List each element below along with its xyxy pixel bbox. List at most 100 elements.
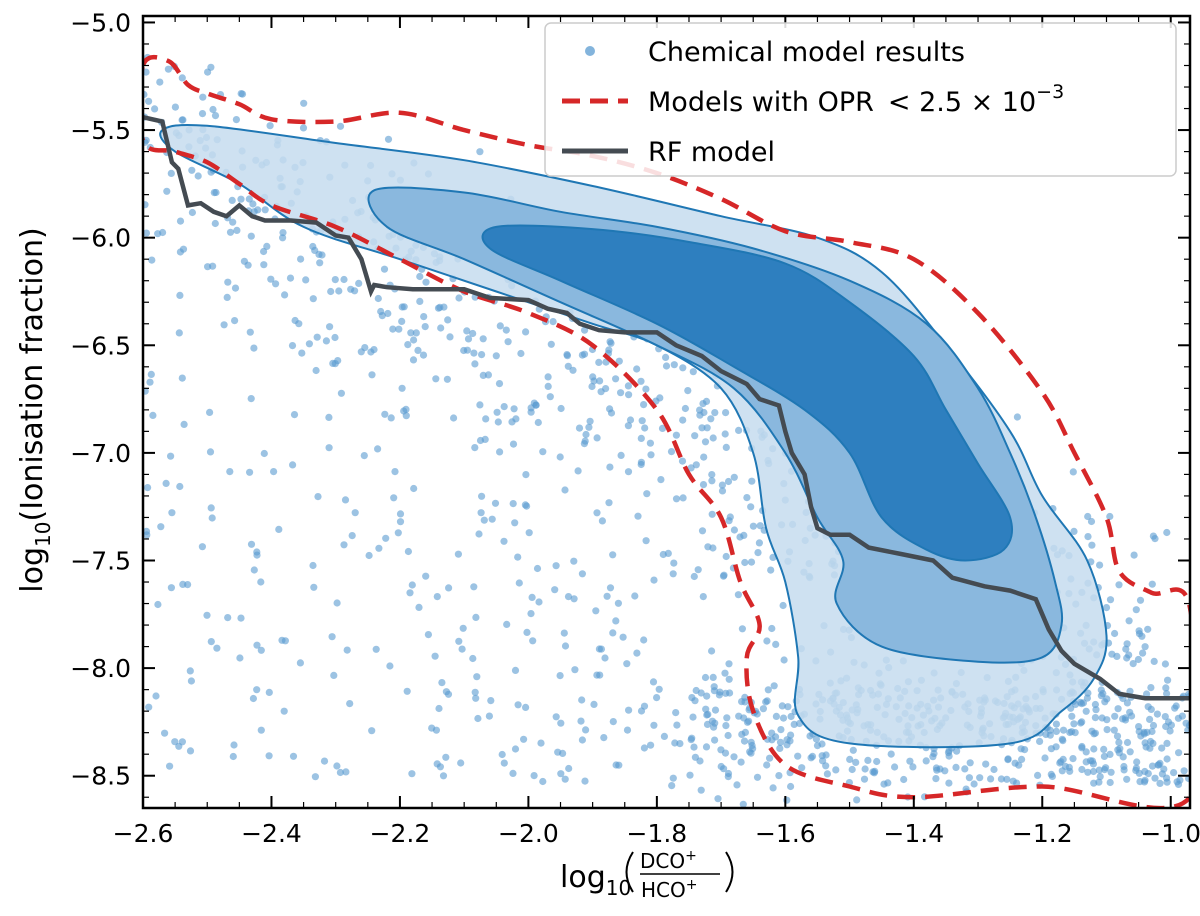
scatter-point [873,757,881,766]
scatter-point [577,717,585,725]
scatter-point [487,697,495,705]
scatter-point [1166,727,1174,735]
scatter-point [368,727,376,735]
scatter-point [585,423,593,431]
scatter-point [434,304,443,312]
scatter-point [224,278,232,286]
scatter-point [698,527,707,535]
scatter-point [689,713,697,721]
scatter-point [511,745,520,753]
scatter-point [681,404,690,413]
scatter-point [658,424,667,432]
scatter-point [808,752,817,761]
scatter-point [414,346,422,354]
scatter-point [463,346,471,354]
scatter-point [640,744,649,752]
scatter-point [237,90,245,98]
scatter-point [574,467,582,475]
scatter-point [1135,769,1143,777]
scatter-point [476,401,484,409]
scatter-point [416,272,424,281]
scatter-point [275,525,283,534]
scatter-point [247,540,256,548]
scatter-point [614,599,623,607]
scatter-point [186,667,194,675]
scatter-point [253,641,261,649]
scatter-point [743,494,751,502]
scatter-point [1162,684,1170,692]
scatter-point [1149,532,1157,540]
scatter-point [755,539,764,547]
scatter-point [722,722,730,730]
scatter-point [1147,684,1155,692]
scatter-point [860,775,869,783]
scatter-point [688,694,696,702]
scatter-point [1088,541,1096,549]
scatter-point [439,772,448,780]
scatter-point [552,713,560,721]
x-tick-label: −1.8 [627,819,688,848]
scatter-point [1106,778,1114,787]
scatter-point [433,593,441,601]
scatter-point [703,692,711,700]
scatter-point [431,652,439,660]
scatter-point [1170,769,1178,777]
scatter-point [690,743,698,751]
scatter-point [231,284,240,292]
plot-area [143,53,1190,808]
scatter-point [355,279,363,287]
scatter-point [384,135,393,143]
scatter-point [1158,770,1166,778]
scatter-point [226,228,235,236]
scatter-point [1184,726,1190,734]
scatter-point [297,255,305,263]
scatter-point [1052,720,1060,728]
scatter-point [702,743,711,751]
scatter-point [1163,755,1171,763]
scatter-point [588,382,596,391]
scatter-point [508,418,516,426]
scatter-point [188,208,196,217]
scatter-point [495,380,504,388]
scatter-point [634,512,642,520]
scatter-point [446,333,454,341]
scatter-point [409,356,418,364]
scatter-point [724,477,733,486]
scatter-point [266,122,274,130]
scatter-point [380,265,389,273]
scatter-point [768,729,776,737]
scatter-point [624,468,633,476]
scatter-point [440,303,448,311]
scatter-point [688,734,696,742]
scatter-point [694,566,702,574]
scatter-point [763,761,771,769]
scatter-point [679,364,687,372]
scatter-point [1041,754,1049,762]
scatter-point [207,638,215,646]
scatter-point [253,548,261,556]
scatter-point [522,471,530,479]
scatter-point [220,321,228,329]
scatter-point [296,659,304,667]
scatter-point [1135,627,1143,635]
scatter-point [640,401,648,409]
scatter-point [699,593,707,601]
scatter-point [498,750,506,759]
scatter-point [778,702,786,710]
scatter-point [406,589,414,597]
scatter-point [187,677,195,685]
scatter-point [1106,512,1114,521]
scatter-point [1129,660,1137,668]
scatter-point [1125,617,1133,625]
scatter-point [1144,703,1152,711]
scatter-point [422,278,430,286]
scatter-point [1106,750,1114,759]
scatter-point [987,775,995,783]
scatter-point [199,93,207,101]
scatter-point [906,757,914,765]
scatter-point [852,758,860,767]
scatter-point [592,607,600,615]
scatter-point [530,772,538,780]
scatter-point [416,297,424,305]
